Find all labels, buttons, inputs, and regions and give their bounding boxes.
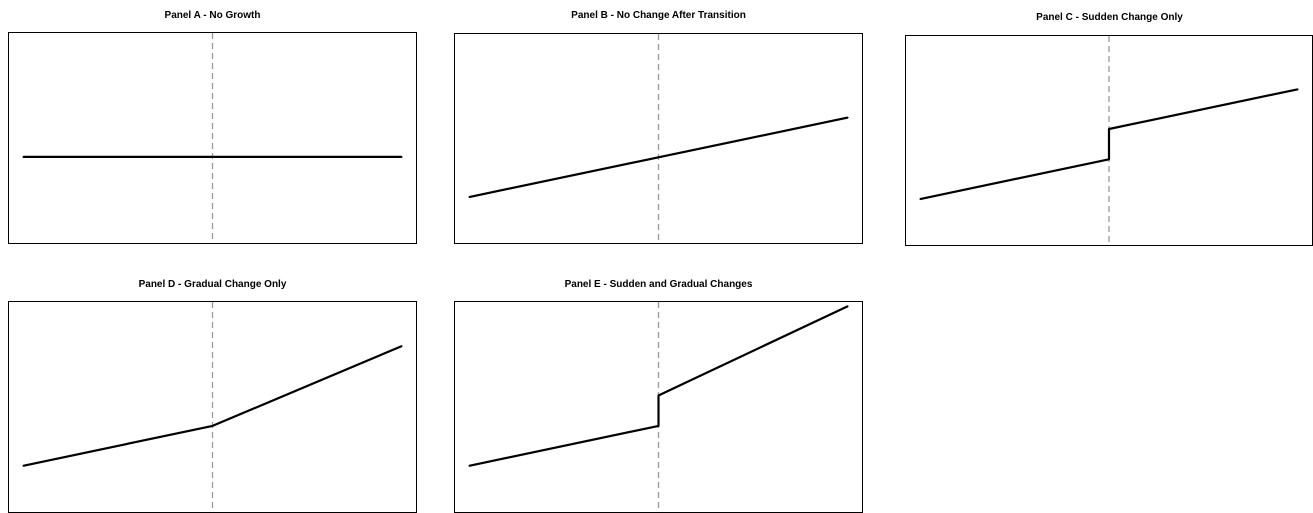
panel-b-point-1 [657,156,660,159]
panel-a-point-2 [400,156,403,158]
panel-b-plot-area [454,33,863,244]
panel-d-point-1 [211,425,214,427]
panel-c-svg [919,36,1299,245]
panel-c-series-line [919,88,1299,201]
panel-d-point-2 [400,345,403,347]
panel-e-title: Panel E - Sudden and Gradual Changes [564,279,753,290]
panel-d-plot-area [8,301,417,513]
panel-a-svg [22,33,403,243]
panel-a-plot-area [8,32,417,244]
panel-c-point-0 [919,198,922,200]
panel-b-point-0 [468,196,471,198]
panel-d-svg [22,302,403,512]
panel-e-point-1 [657,425,660,427]
panel-e-series-line [469,305,849,467]
panel-d-title: Panel D - Gradual Change Only [138,279,287,290]
panel-e-point-3 [846,305,849,307]
panel-a-point-0 [22,156,25,158]
panel-c-point-2 [1108,128,1110,130]
panel-e-point-2 [657,394,660,397]
panel-d-point-0 [22,465,25,467]
panel-c-title: Panel C - Sudden Change Only [1036,12,1183,23]
panel-b-title: Panel B - No Change After Transition [571,10,746,21]
panel-a-title: Panel A - No Growth [164,10,261,21]
panel-b-svg [468,34,849,243]
panel-c-point-1 [1108,158,1110,161]
panel-b-point-2 [846,116,849,119]
panel-a-point-1 [211,156,214,158]
panel-e-point-0 [468,465,471,467]
panel-e-svg [468,302,849,512]
panel-c-point-3 [1296,88,1299,91]
panel-c-plot-area [905,35,1313,246]
panel-e-plot-area [454,301,863,513]
